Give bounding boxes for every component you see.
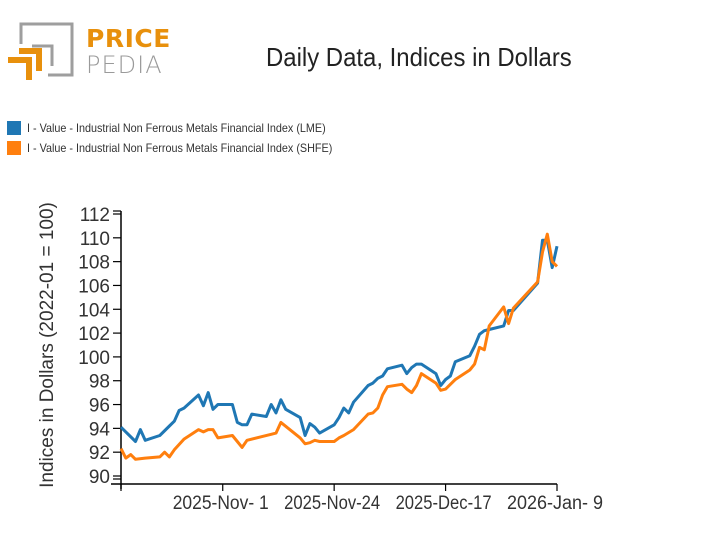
x-tick-label: 2025-Dec-17 <box>396 493 492 514</box>
x-tick-label: 2026-Jan- 9 <box>507 493 603 514</box>
legend-label-shfe: I - Value - Industrial Non Ferrous Metal… <box>27 141 333 155</box>
series-lines <box>119 232 559 461</box>
legend-item-lme[interactable]: I - Value - Industrial Non Ferrous Metal… <box>7 118 366 138</box>
y-tick-label: 110 <box>80 229 110 250</box>
y-tick-label: 98 <box>89 372 110 393</box>
y-tick-label: 104 <box>78 300 110 321</box>
legend-swatch-shfe <box>7 141 21 155</box>
legend-item-shfe[interactable]: I - Value - Industrial Non Ferrous Metal… <box>7 138 366 158</box>
y-tick-label: 96 <box>89 396 110 417</box>
y-tick-label: 102 <box>78 324 110 345</box>
y-tick-label: 94 <box>89 419 111 440</box>
chart-title: Daily Data, Indices in Dollars <box>266 42 572 72</box>
y-tick-label: 100 <box>78 348 110 369</box>
logo-text-pedia: PEDIA <box>86 51 163 79</box>
legend: I - Value - Industrial Non Ferrous Metal… <box>7 118 366 158</box>
x-tick-label: 2025-Nov-24 <box>284 493 380 514</box>
logo-mark-icon <box>8 22 74 80</box>
y-tick-label: 92 <box>89 443 110 464</box>
y-tick-label: 108 <box>78 253 110 274</box>
y-tick-label: 112 <box>80 205 110 226</box>
pricepedia-logo: PRICE PEDIA <box>8 22 171 94</box>
y-tick-label: 90 <box>89 467 110 488</box>
legend-label-lme: I - Value - Industrial Non Ferrous Metal… <box>27 121 326 135</box>
legend-swatch-lme <box>7 121 21 135</box>
series-line-lme <box>119 238 559 443</box>
y-tick-label: 106 <box>78 276 110 297</box>
y-axis-label: Indices in Dollars (2022-01 = 100) <box>37 202 58 488</box>
x-tick-label: 2025-Nov- 1 <box>173 493 269 514</box>
series-line-shfe <box>119 232 559 461</box>
logo-text-price: PRICE <box>86 24 171 53</box>
